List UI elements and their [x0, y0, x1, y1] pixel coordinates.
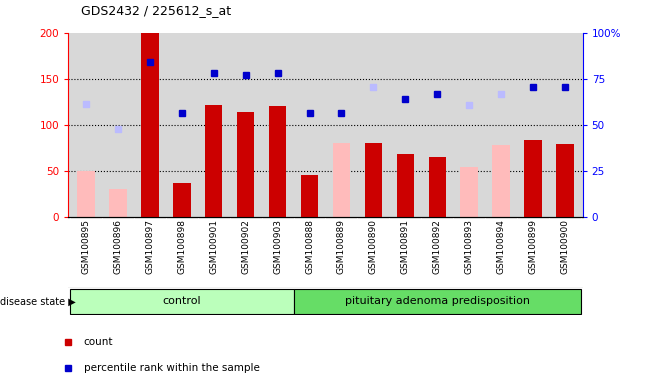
Text: GSM100896: GSM100896 — [113, 219, 122, 274]
Text: GSM100895: GSM100895 — [81, 219, 90, 274]
Text: GSM100900: GSM100900 — [561, 219, 570, 274]
Bar — [460, 167, 478, 217]
Text: GDS2432 / 225612_s_at: GDS2432 / 225612_s_at — [81, 4, 232, 17]
Bar — [237, 112, 255, 217]
Bar — [557, 144, 574, 217]
Text: GSM100894: GSM100894 — [497, 219, 506, 274]
FancyBboxPatch shape — [294, 288, 581, 314]
Bar — [109, 189, 127, 217]
Bar — [173, 183, 191, 217]
Bar — [365, 143, 382, 217]
Text: pituitary adenoma predisposition: pituitary adenoma predisposition — [345, 296, 530, 306]
Text: GSM100888: GSM100888 — [305, 219, 314, 274]
Bar — [77, 171, 94, 217]
Text: GSM100890: GSM100890 — [369, 219, 378, 274]
Text: disease state ▶: disease state ▶ — [0, 296, 76, 306]
FancyBboxPatch shape — [70, 288, 294, 314]
Text: GSM100903: GSM100903 — [273, 219, 282, 274]
Bar — [141, 33, 159, 217]
Text: GSM100892: GSM100892 — [433, 219, 442, 274]
Text: GSM100897: GSM100897 — [145, 219, 154, 274]
Text: GSM100901: GSM100901 — [209, 219, 218, 274]
Bar — [269, 106, 286, 217]
Text: GSM100893: GSM100893 — [465, 219, 474, 274]
Bar — [428, 157, 446, 217]
Bar — [492, 145, 510, 217]
Text: GSM100899: GSM100899 — [529, 219, 538, 274]
Text: count: count — [83, 337, 113, 347]
Text: GSM100902: GSM100902 — [241, 219, 250, 274]
Text: GSM100898: GSM100898 — [177, 219, 186, 274]
Bar — [524, 139, 542, 217]
Text: percentile rank within the sample: percentile rank within the sample — [83, 363, 260, 373]
Text: GSM100891: GSM100891 — [401, 219, 410, 274]
Bar — [301, 175, 318, 217]
Text: control: control — [163, 296, 201, 306]
Bar — [333, 143, 350, 217]
Bar — [396, 154, 414, 217]
Text: GSM100889: GSM100889 — [337, 219, 346, 274]
Bar — [205, 106, 223, 217]
